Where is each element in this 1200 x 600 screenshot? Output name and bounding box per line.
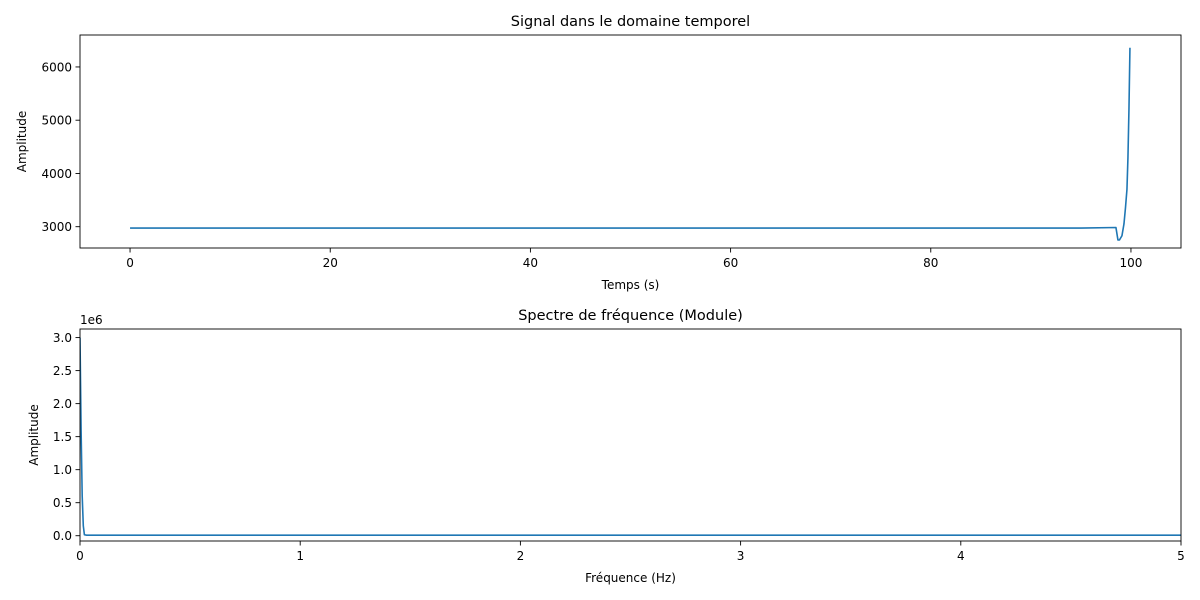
x-tick-label: 80: [923, 256, 938, 270]
chart-title: Spectre de fréquence (Module): [518, 308, 743, 324]
y-axis-label: Amplitude: [15, 111, 29, 173]
x-tick-label: 60: [723, 256, 738, 270]
chart-2: 0 1 2 3 4 5 0.0 0.5 1.0 1.5 2.0 2.5 3.0 Spectre de fr…: [27, 308, 1185, 585]
x-tick-label: 1: [296, 549, 304, 563]
axes-frame: [79, 328, 1182, 542]
y-offset-label: 1e6: [80, 313, 103, 327]
x-axis-label: Temps (s): [601, 278, 660, 292]
y-tick-label: 6000: [41, 60, 72, 74]
y-axis-label: Amplitude: [27, 404, 41, 466]
x-tick-label: 4: [957, 549, 965, 563]
chart-title: Signal dans le domaine temporel: [511, 14, 750, 30]
x-tick-label: 20: [323, 256, 338, 270]
x-tick-label: 0: [126, 256, 134, 270]
y-tick-label: 1.5: [53, 430, 72, 444]
x-tick-label: 100: [1120, 256, 1143, 270]
y-tick-label: 1.0: [53, 463, 72, 477]
x-tick-label: 0: [76, 549, 84, 563]
chart-1: 0 20 40 60 80 100 3000 4000 5000 6000 Signal dans …: [15, 14, 1182, 292]
y-tick-label: 2.0: [53, 397, 72, 411]
y-tick-label: 4000: [41, 167, 72, 181]
y-tick-label: 0.5: [53, 496, 72, 510]
x-tick-label: 40: [523, 256, 538, 270]
x-axis-label: Fréquence (Hz): [585, 571, 676, 585]
series-line-1: [80, 337, 1181, 536]
x-tick-label: 5: [1177, 549, 1185, 563]
y-tick-label: 2.5: [53, 364, 72, 378]
x-tick-label: 3: [737, 549, 745, 563]
y-tick-label: 0.0: [53, 529, 72, 543]
axes-frame: [79, 34, 1182, 249]
y-tick-label: 5000: [41, 114, 72, 128]
y-tick-label: 3.0: [53, 331, 72, 345]
y-tick-label: 3000: [41, 220, 72, 234]
series-line-1: [130, 47, 1131, 241]
x-tick-label: 2: [517, 549, 525, 563]
